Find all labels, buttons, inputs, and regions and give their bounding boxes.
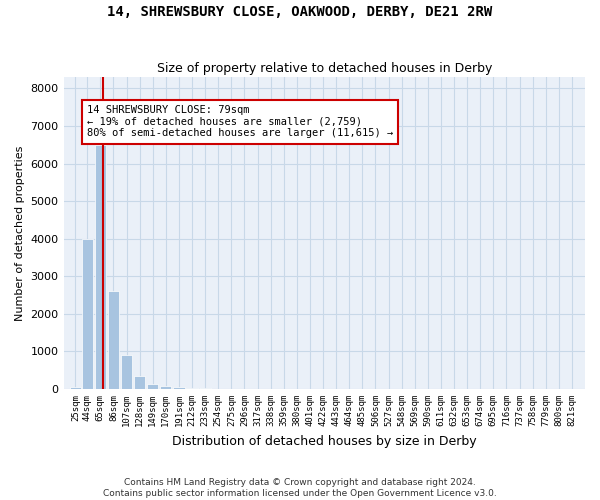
Bar [121, 355, 132, 389]
Bar [134, 376, 145, 389]
Bar [200, 388, 211, 389]
Bar [173, 387, 185, 389]
Bar [147, 384, 158, 389]
Y-axis label: Number of detached properties: Number of detached properties [15, 146, 25, 320]
X-axis label: Distribution of detached houses by size in Derby: Distribution of detached houses by size … [172, 434, 476, 448]
Bar [160, 386, 172, 389]
Text: 14 SHREWSBURY CLOSE: 79sqm
← 19% of detached houses are smaller (2,759)
80% of s: 14 SHREWSBURY CLOSE: 79sqm ← 19% of deta… [87, 105, 393, 138]
Bar [95, 144, 106, 389]
Text: 14, SHREWSBURY CLOSE, OAKWOOD, DERBY, DE21 2RW: 14, SHREWSBURY CLOSE, OAKWOOD, DERBY, DE… [107, 5, 493, 19]
Bar [82, 238, 93, 389]
Bar [70, 387, 81, 389]
Title: Size of property relative to detached houses in Derby: Size of property relative to detached ho… [157, 62, 492, 74]
Bar [108, 292, 119, 389]
Bar [187, 388, 197, 389]
Text: Contains HM Land Registry data © Crown copyright and database right 2024.
Contai: Contains HM Land Registry data © Crown c… [103, 478, 497, 498]
